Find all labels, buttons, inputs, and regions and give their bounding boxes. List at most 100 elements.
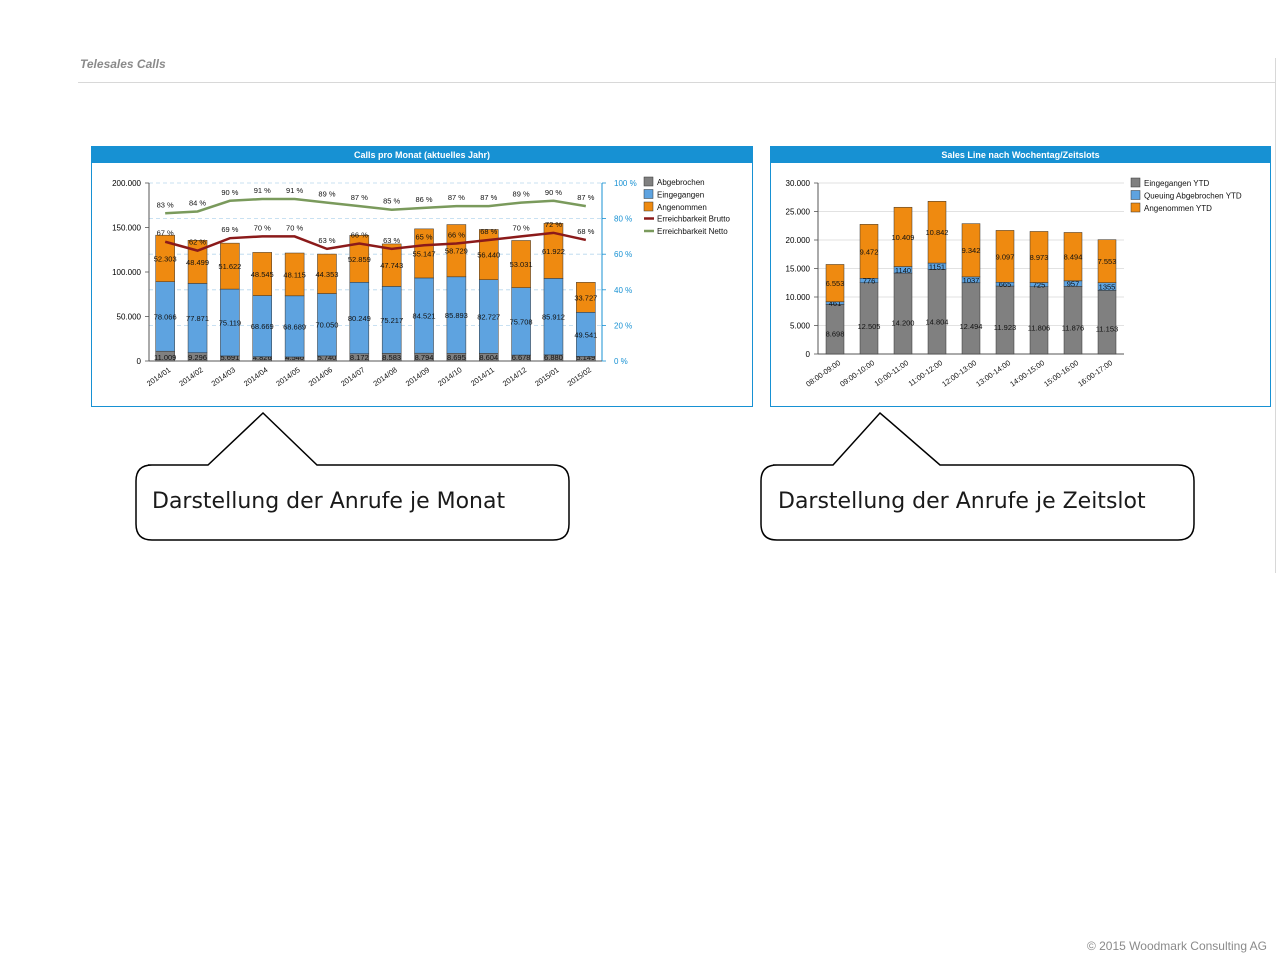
bar-angenommen: [349, 235, 370, 283]
bar-angenommen: [446, 224, 467, 278]
x-tick-label: 2015/02: [566, 365, 593, 388]
calls-per-month-title: Calls pro Monat (aktuelles Jahr): [92, 147, 752, 163]
bar-eingegangen-label: 75.119: [219, 319, 241, 328]
x-tick-label: 13:00-14:00: [974, 358, 1012, 388]
callout-right-bubble: [760, 411, 1195, 541]
bar-abgebrochen-label: 6.678: [512, 353, 531, 362]
bar-angenommen-ytd-label: 9.097: [996, 252, 1015, 261]
x-tick-label: 2014/02: [177, 365, 204, 388]
bar-queuing-abgebrochen-ytd-label: 776: [863, 277, 876, 286]
bar-eingegangen-label: 84.521: [413, 312, 436, 321]
bar-eingegangen-label: 68.689: [283, 322, 306, 331]
bar-angenommen-ytd-label: 9.342: [962, 246, 981, 255]
line-erreichbarkeit-brutto-label: 72 %: [545, 220, 562, 229]
bar-eingegangen-ytd: [961, 282, 981, 355]
bar-angenommen-label: 58.729: [445, 247, 468, 256]
bar-eingegangen-ytd: [893, 272, 913, 355]
legend-label: Erreichbarkeit Brutto: [657, 215, 730, 224]
x-tick-label: 08:00-09:00: [804, 358, 842, 388]
bar-angenommen: [284, 252, 305, 297]
bar-angenommen-label: 61.922: [542, 247, 565, 256]
line-erreichbarkeit-brutto-label: 62 %: [189, 238, 206, 247]
title-divider: [78, 82, 1276, 83]
bar-angenommen-label: 48.545: [251, 270, 274, 279]
legend-swatch: [1130, 177, 1141, 188]
line-erreichbarkeit-brutto: [164, 231, 587, 252]
y-tick-label: 30.000: [786, 179, 811, 188]
legend-swatch: [643, 201, 654, 212]
x-tick-label: 10:00-11:00: [873, 358, 911, 388]
x-tick-label: 11:00-12:00: [907, 358, 945, 388]
y2-tick-label: 20 %: [614, 321, 632, 330]
bar-queuing-abgebrochen-ytd-label: 1151: [929, 262, 945, 271]
bar-abgebrochen-label: 5.740: [318, 353, 337, 362]
bar-abgebrochen-label: 9.296: [188, 353, 207, 362]
x-tick-label: 2014/05: [274, 365, 301, 388]
bar-eingegangen-label: 75.708: [510, 317, 533, 326]
bar-queuing-abgebrochen-ytd-label: 461: [829, 299, 842, 308]
y-tick-label: 0: [137, 357, 142, 366]
line-erreichbarkeit-brutto-label: 68 %: [480, 227, 497, 236]
y-tick-label: 25.000: [786, 208, 811, 217]
bar-angenommen-ytd: [1029, 231, 1049, 283]
line-erreichbarkeit-brutto-label: 66 %: [448, 231, 465, 240]
legend-label: Eingegangen YTD: [1144, 179, 1209, 188]
line-erreichbarkeit-brutto-label: 63 %: [318, 236, 335, 245]
bar-eingegangen-ytd-label: 11.923: [994, 323, 1016, 332]
bar-angenommen-ytd-label: 10.842: [926, 228, 949, 237]
legend-label: Erreichbarkeit Netto: [657, 227, 728, 236]
bar-eingegangen-ytd-label: 11.153: [1096, 325, 1118, 334]
bar-angenommen-ytd-label: 9.472: [860, 247, 879, 256]
y2-tick-label: 80 %: [614, 215, 632, 224]
x-tick-label: 14:00-15:00: [1008, 358, 1046, 388]
y-tick-label: 200.000: [112, 179, 141, 188]
line-erreichbarkeit-brutto-label: 70 %: [254, 223, 271, 232]
legend-swatch: [643, 189, 654, 199]
y-tick-label: 5.000: [790, 322, 811, 331]
bar-eingegangen-ytd: [1029, 286, 1049, 355]
line-erreichbarkeit-netto-label: 86 %: [415, 195, 432, 204]
x-tick-label: 2014/10: [436, 365, 463, 388]
bar-queuing-abgebrochen-ytd-label: 725: [1033, 281, 1046, 290]
line-erreichbarkeit-netto-label: 91 %: [286, 186, 303, 195]
bar-abgebrochen-label: 8.583: [382, 353, 401, 362]
legend-label: Eingegangen: [657, 191, 704, 200]
line-erreichbarkeit-netto-label: 83 %: [157, 200, 174, 209]
line-erreichbarkeit-netto-label: 90 %: [221, 188, 238, 197]
bar-eingegangen-ytd-label: 14.200: [892, 319, 915, 328]
bar-angenommen-label: 51.622: [218, 262, 241, 271]
bar-angenommen-ytd: [1097, 239, 1117, 283]
callout-left-text: Darstellung der Anrufe je Monat: [152, 489, 506, 514]
bar-angenommen-ytd: [995, 230, 1015, 283]
bar-angenommen: [252, 252, 272, 296]
bar-angenommen-label: 48.499: [186, 258, 209, 267]
bar-angenommen-ytd: [1063, 232, 1083, 282]
bar-abgebrochen-label: 8.604: [479, 353, 498, 362]
line-erreichbarkeit-brutto-label: 65 %: [415, 232, 432, 241]
x-tick-label: 2014/11: [469, 365, 496, 388]
bar-abgebrochen-label: 8.794: [415, 353, 434, 362]
bar-angenommen: [220, 242, 240, 290]
bar-abgebrochen-label: 5.149: [576, 353, 595, 362]
bar-angenommen-label: 53.031: [510, 260, 533, 269]
legend-label: Angenommen YTD: [1144, 204, 1212, 213]
x-tick-label: 2014/04: [242, 365, 269, 388]
bar-eingegangen-label: 78.066: [154, 312, 177, 321]
line-erreichbarkeit-brutto-label: 70 %: [286, 223, 303, 232]
bar-abgebrochen-label: 6.880: [544, 353, 563, 362]
bar-angenommen-ytd: [825, 264, 845, 303]
bar-eingegangen-ytd-label: 12.494: [960, 322, 983, 331]
bar-queuing-abgebrochen-ytd-label: 665: [999, 280, 1012, 289]
sales-line-panel: Sales Line nach Wochentag/Zeitslots 0 5.0…: [770, 146, 1271, 407]
y-tick-label: 50.000: [117, 313, 142, 322]
line-erreichbarkeit-netto-label: 85 %: [383, 197, 400, 206]
bar-queuing-abgebrochen-ytd-label: 1355: [1099, 283, 1116, 292]
bar-queuing-abgebrochen-ytd-label: 957: [1067, 280, 1080, 289]
bar-angenommen: [543, 223, 564, 279]
y-tick-label: 10.000: [786, 293, 811, 302]
calls-per-month-chart: 0 % 20 % 40 % 60 % 80 % 100 % 0 50.000 100.000 15…: [112, 176, 730, 388]
line-erreichbarkeit-brutto-label: 70 %: [513, 223, 530, 232]
sales-line-title: Sales Line nach Wochentag/Zeitslots: [771, 147, 1270, 163]
bar-eingegangen-ytd-label: 11.876: [1062, 323, 1084, 332]
bar-eingegangen-label: 82.727: [477, 313, 500, 322]
